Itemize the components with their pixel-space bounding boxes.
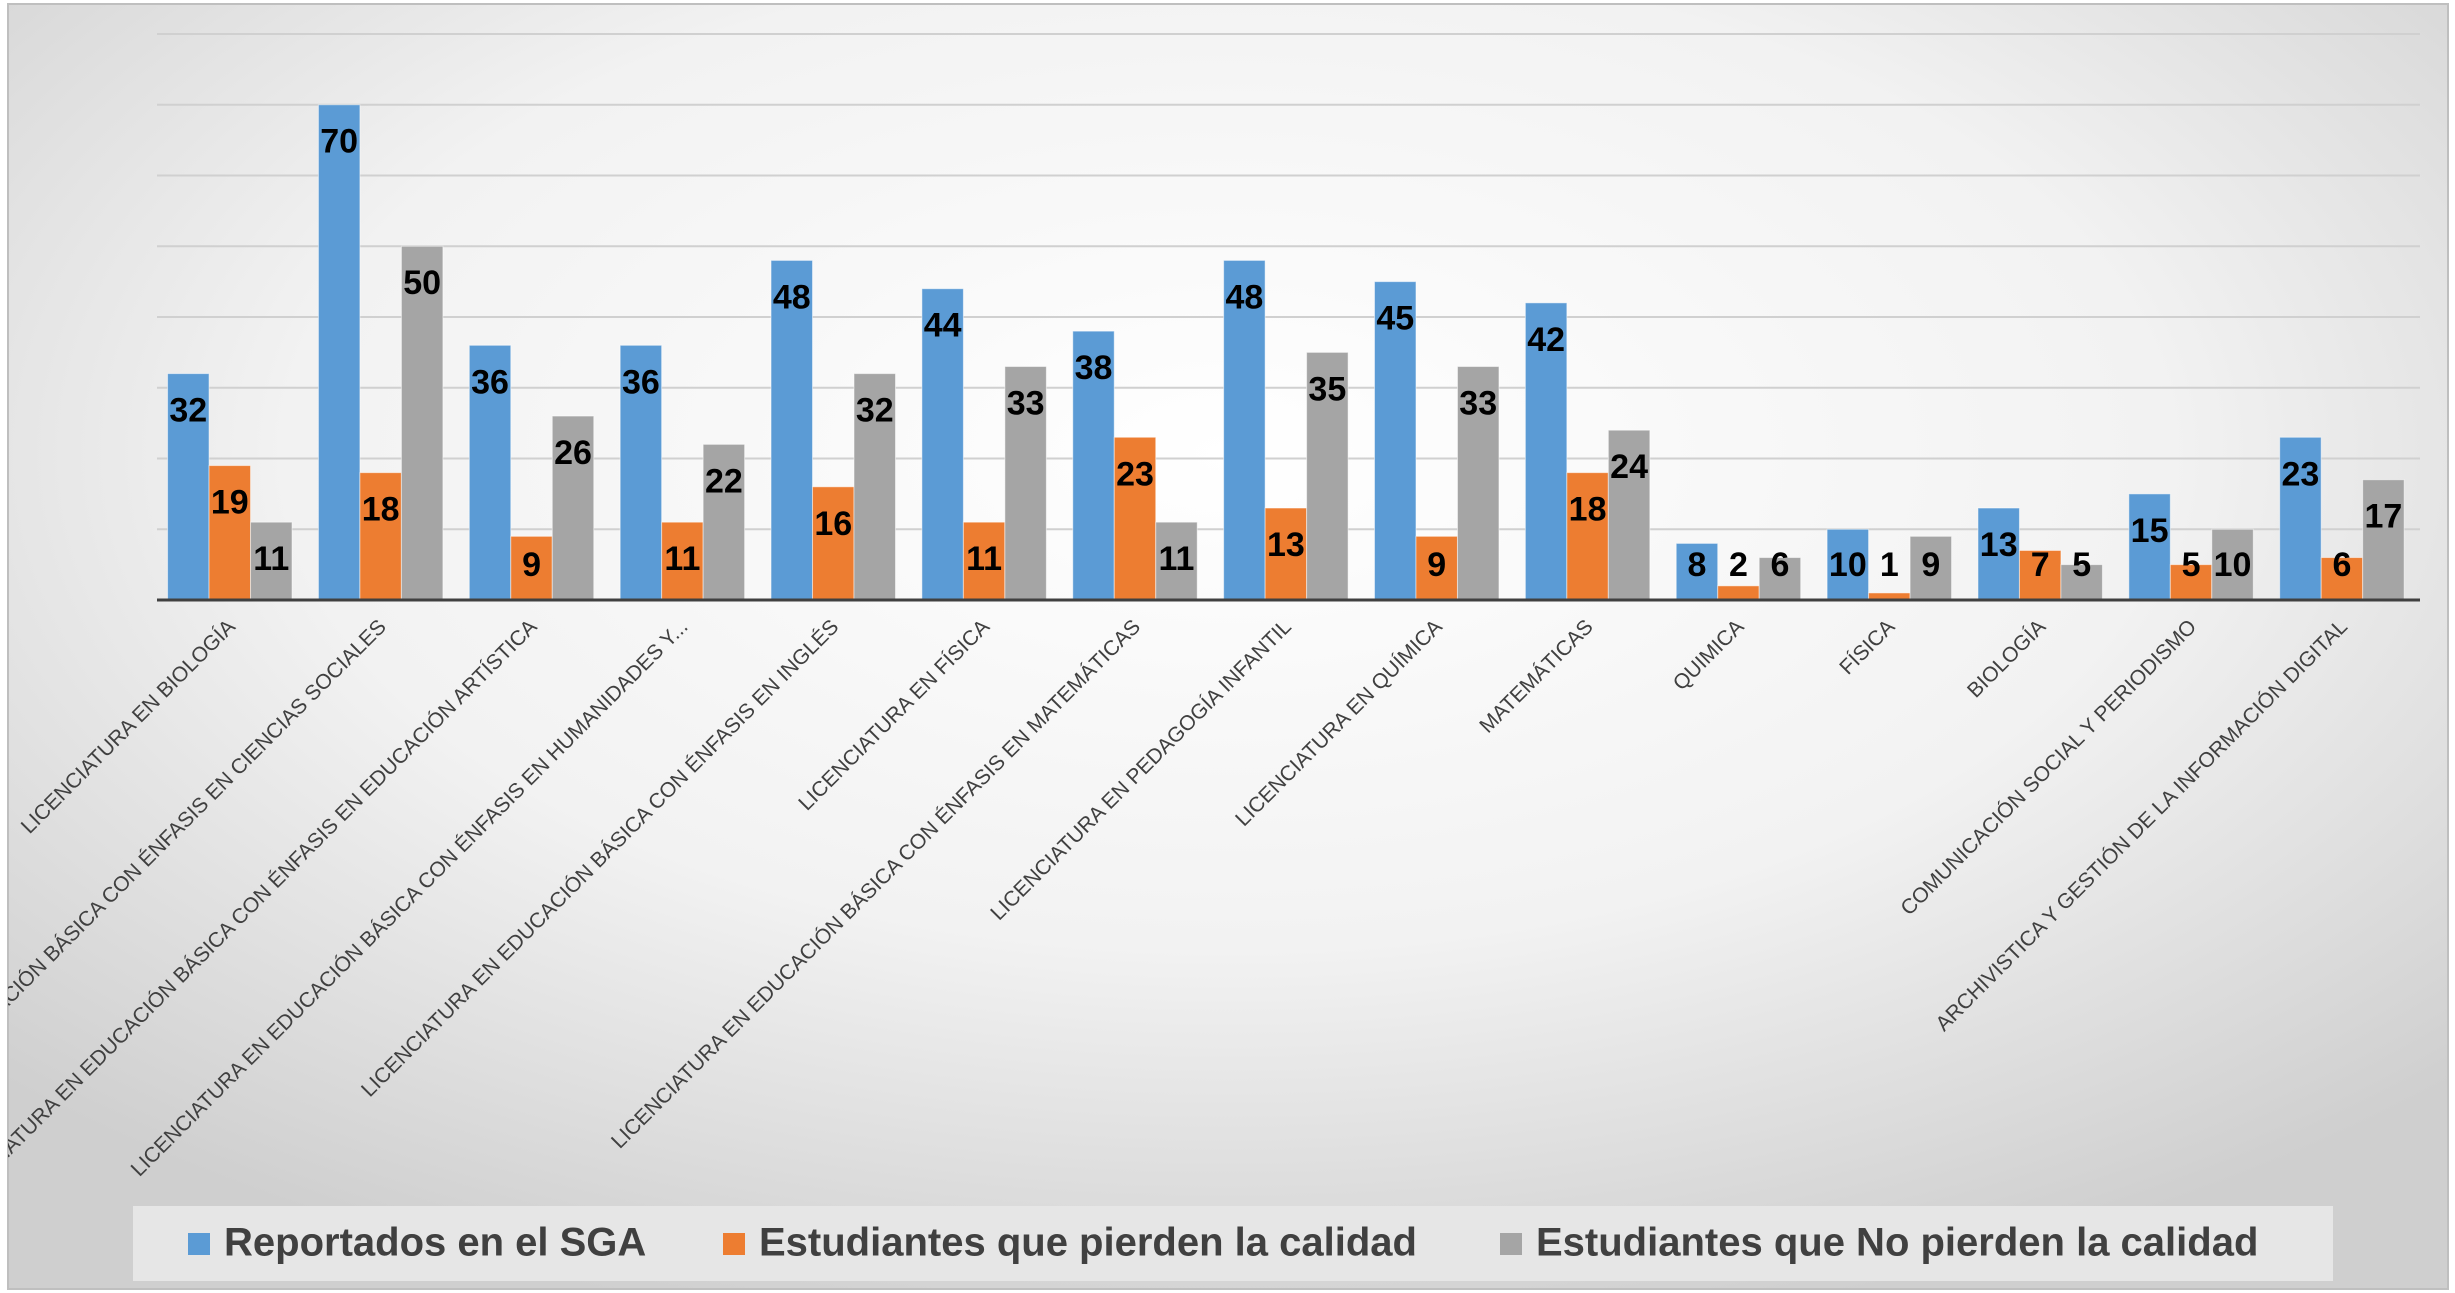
data-label: 15 [2131, 512, 2169, 550]
legend-swatch [723, 1233, 745, 1255]
bar [619, 344, 663, 601]
data-label: 48 [773, 278, 811, 316]
data-label: 6 [2332, 546, 2351, 584]
bar [510, 535, 553, 601]
bar [2320, 557, 2364, 601]
bar [2362, 479, 2405, 601]
bar [2128, 493, 2171, 601]
bar [1524, 302, 1568, 601]
data-label: 2 [1729, 546, 1748, 584]
bar [661, 521, 704, 601]
data-label: 48 [1225, 278, 1263, 316]
legend-swatch [188, 1233, 210, 1255]
bar [2279, 436, 2322, 601]
legend-label: Reportados en el SGA [224, 1221, 646, 1265]
bar [1264, 507, 1308, 601]
data-label: 19 [211, 484, 249, 522]
data-label: 44 [924, 307, 962, 345]
data-label: 32 [856, 392, 894, 430]
data-label: 16 [814, 505, 852, 543]
bar [400, 245, 444, 601]
bar [1072, 330, 1115, 601]
data-label: 8 [1688, 546, 1707, 584]
data-label: 11 [664, 540, 700, 578]
legend-swatch [1500, 1233, 1522, 1255]
data-label: 36 [471, 363, 509, 401]
bar [812, 486, 855, 601]
data-label: 11 [1159, 540, 1195, 578]
bar [317, 104, 361, 601]
bar [770, 259, 814, 601]
data-label: 24 [1610, 448, 1648, 486]
data-label: 11 [966, 540, 1002, 578]
bar [1675, 542, 1719, 601]
data-label: 1 [1880, 546, 1899, 584]
bar [1717, 585, 1760, 601]
data-label: 26 [554, 434, 592, 472]
data-label: 6 [1770, 546, 1789, 584]
bar [853, 373, 896, 601]
bar [468, 344, 512, 601]
data-label: 45 [1376, 300, 1414, 338]
data-label: 11 [253, 540, 289, 578]
data-label: 38 [1075, 349, 1113, 387]
bar [1758, 557, 1802, 601]
data-label: 23 [1116, 455, 1154, 493]
bar [2211, 528, 2254, 601]
bar [2060, 564, 2103, 601]
chart-background [7, 3, 2449, 1290]
data-label: 35 [1308, 370, 1346, 408]
legend-label: Estudiantes que No pierden la calidad [1536, 1221, 2258, 1265]
data-label: 10 [1829, 546, 1867, 584]
data-label: 18 [362, 491, 400, 529]
bar [1977, 507, 2020, 601]
data-label: 50 [403, 264, 441, 302]
data-label: 22 [705, 462, 743, 500]
bar [1113, 436, 1157, 601]
data-label: 33 [1007, 385, 1045, 423]
bar [921, 288, 964, 601]
bar [167, 373, 210, 601]
bar [551, 415, 595, 601]
data-label: 23 [2282, 455, 2320, 493]
bar [2018, 549, 2062, 601]
bar [1607, 429, 1651, 601]
bar [1909, 535, 1953, 601]
data-label: 13 [1980, 526, 2018, 564]
data-label: 36 [622, 363, 660, 401]
bar [1004, 366, 1047, 601]
data-label: 9 [1921, 546, 1940, 584]
data-label: 42 [1527, 321, 1565, 359]
data-label: 32 [169, 392, 207, 430]
data-label: 13 [1267, 526, 1305, 564]
data-label: 9 [1427, 546, 1446, 584]
data-label: 7 [2031, 546, 2050, 584]
data-label: 70 [320, 123, 358, 161]
data-label: 5 [2072, 546, 2091, 584]
legend-box [133, 1206, 2333, 1281]
data-label: 17 [2365, 498, 2403, 536]
data-label: 33 [1459, 385, 1497, 423]
bar [359, 472, 402, 601]
legend-label: Estudiantes que pierden la calidad [759, 1221, 1417, 1265]
bar [1223, 259, 1266, 601]
data-label: 9 [522, 546, 541, 584]
bar [1306, 351, 1349, 601]
data-label: 5 [2182, 546, 2201, 584]
bar [1826, 528, 1870, 601]
data-label: 10 [2214, 546, 2252, 584]
bar [1566, 472, 1609, 601]
bar [1373, 281, 1417, 601]
data-label: 18 [1569, 491, 1607, 529]
bar [1456, 366, 1500, 601]
